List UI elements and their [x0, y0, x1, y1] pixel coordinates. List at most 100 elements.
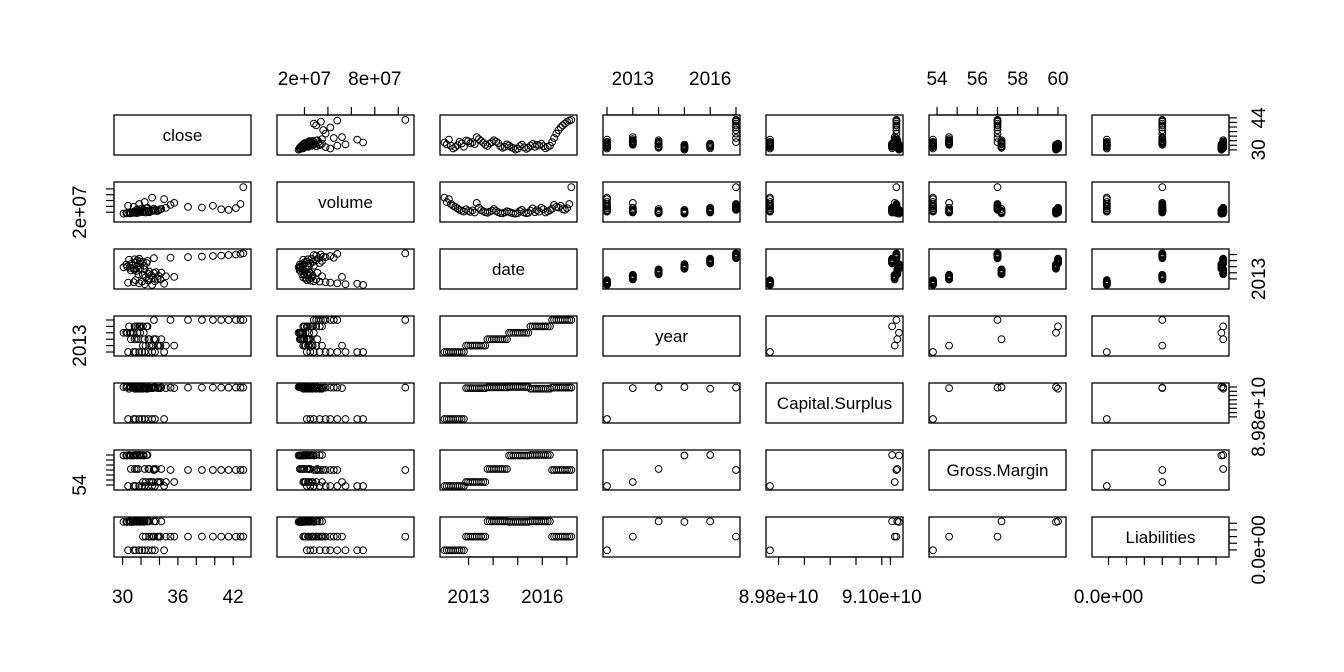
data-point — [993, 204, 1002, 213]
data-point — [603, 546, 611, 555]
data-point — [1158, 116, 1167, 124]
data-point — [154, 478, 163, 486]
panel-Capital.Surplus-vs-close — [113, 382, 252, 424]
panel-Capital.Surplus-vs-Liabilities — [1091, 382, 1230, 424]
data-point — [321, 532, 330, 541]
data-point — [457, 348, 466, 356]
data-point — [198, 466, 206, 474]
data-point — [326, 546, 335, 555]
data-point — [124, 348, 133, 356]
data-point — [239, 316, 248, 324]
data-point — [306, 546, 315, 555]
data-point — [766, 207, 774, 216]
data-point — [945, 270, 953, 279]
data-point — [353, 348, 362, 356]
panel-date-vs-Capital.Surplus — [765, 248, 904, 290]
data-point — [535, 141, 543, 150]
data-point — [119, 209, 128, 218]
data-point — [317, 383, 325, 392]
data-point — [299, 517, 308, 526]
data-point — [359, 415, 368, 423]
data-point — [198, 532, 206, 541]
data-point — [299, 144, 308, 153]
data-point — [217, 466, 226, 474]
data-point — [236, 466, 245, 474]
data-point — [1102, 207, 1111, 216]
panel-Capital.Surplus-vs-volume — [276, 382, 415, 424]
panel-frame — [276, 181, 415, 223]
data-point — [1054, 322, 1062, 331]
data-point — [546, 206, 554, 215]
data-point — [141, 532, 150, 541]
panel-frame — [276, 516, 415, 558]
data-point — [125, 451, 134, 459]
data-point — [1158, 270, 1167, 279]
data-point — [162, 478, 170, 486]
panel-volume-vs-Liabilities — [1091, 181, 1230, 223]
panel-Gross.Margin-vs-Capital.Surplus — [765, 449, 904, 491]
data-point — [150, 466, 158, 474]
axis-tick-label: 44 — [1249, 107, 1270, 129]
data-point — [318, 517, 326, 526]
data-point — [166, 253, 175, 262]
data-point — [455, 482, 464, 490]
data-point — [130, 451, 139, 459]
data-point — [567, 466, 576, 474]
data-point — [455, 415, 464, 423]
data-point — [997, 383, 1006, 392]
data-point — [317, 532, 325, 541]
data-point — [308, 478, 317, 486]
data-point — [329, 383, 338, 392]
panel-Liabilities-vs-Gross.Margin — [928, 516, 1067, 558]
axis-tick-label: 2016 — [689, 69, 731, 90]
data-point — [706, 139, 715, 148]
data-point — [160, 279, 169, 288]
data-point — [892, 134, 901, 142]
data-point — [130, 322, 139, 331]
data-point — [333, 348, 342, 356]
data-point — [329, 316, 338, 324]
data-point — [232, 316, 240, 324]
data-point — [329, 466, 338, 474]
data-point — [890, 478, 899, 486]
axis-tick-label: 2013 — [1249, 258, 1270, 300]
panel-Gross.Margin-vs-year — [602, 449, 741, 491]
data-point — [451, 143, 460, 152]
data-point — [541, 451, 550, 459]
data-point — [224, 466, 233, 474]
panel-frame — [602, 248, 741, 290]
data-point — [338, 133, 346, 142]
data-point — [144, 415, 153, 423]
data-point — [1158, 316, 1167, 324]
data-point — [1158, 183, 1167, 192]
data-point — [321, 278, 330, 287]
data-point — [1158, 204, 1167, 213]
data-point — [140, 546, 149, 555]
data-point — [706, 517, 715, 526]
data-point — [359, 281, 368, 289]
data-point — [1158, 478, 1167, 486]
data-point — [628, 384, 637, 393]
data-point — [353, 135, 362, 144]
panel-frame — [602, 181, 741, 223]
data-point — [732, 134, 740, 142]
data-point — [654, 383, 663, 392]
panel-year-vs-year: year — [602, 315, 741, 357]
data-point — [993, 134, 1002, 142]
panel-frame — [602, 516, 741, 558]
data-point — [892, 249, 901, 258]
data-point — [353, 279, 362, 288]
data-point — [306, 482, 315, 490]
data-point — [546, 451, 554, 459]
data-point — [139, 517, 147, 526]
data-point — [565, 532, 574, 541]
data-point — [170, 273, 179, 281]
left-axis-year: 2013 — [70, 319, 115, 367]
data-point — [333, 415, 342, 423]
panel-Liabilities-vs-date — [439, 516, 578, 558]
panel-frame — [765, 181, 904, 223]
data-point — [556, 123, 565, 132]
data-point — [184, 532, 192, 541]
data-point — [307, 141, 316, 150]
panel-frame — [602, 114, 741, 156]
